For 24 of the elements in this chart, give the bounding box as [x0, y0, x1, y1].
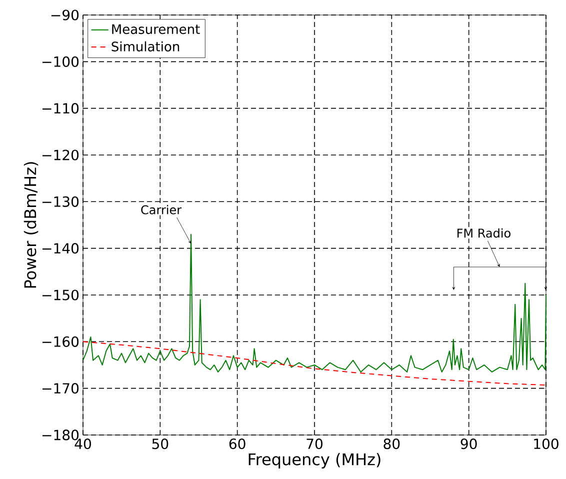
x-tick-label: 60: [229, 438, 246, 450]
y-tick-label: −110: [42, 103, 79, 114]
annotation: Carrier: [141, 205, 182, 214]
y-axis-title: Power (dBm/Hz): [24, 162, 38, 288]
y-tick-label: −160: [42, 336, 79, 347]
x-tick-label: 90: [460, 438, 477, 450]
line-series: [82, 341, 546, 386]
x-tick-label: 50: [152, 438, 168, 450]
x-axis-title: Frequency (MHz): [248, 452, 380, 468]
y-tick-label: −150: [42, 290, 79, 300]
y-tick-label: −170: [42, 383, 79, 394]
y-tick-label: −120: [42, 150, 79, 160]
x-tick-label: 80: [384, 438, 400, 450]
y-tick-label: −90: [51, 10, 79, 20]
y-tick-label: −100: [42, 56, 79, 67]
legend-label: Measurement: [112, 24, 200, 34]
y-tick-label: −140: [42, 243, 79, 254]
x-tick-label: 70: [306, 438, 322, 450]
y-tick-label: −130: [42, 196, 79, 207]
x-tick-label: 40: [74, 438, 91, 450]
x-tick-label: 100: [534, 438, 558, 450]
legend-label: Simulation: [112, 41, 180, 52]
annotation: FM Radio: [457, 228, 510, 238]
y-tick-label: −180: [42, 430, 79, 440]
